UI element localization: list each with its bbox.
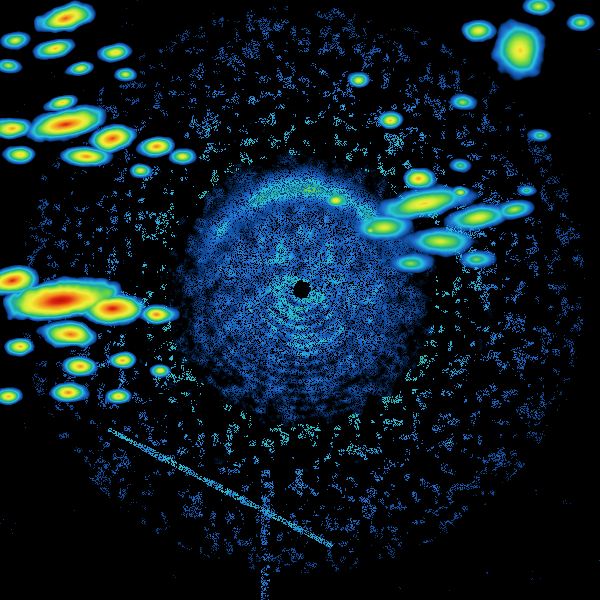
radar-reflectivity-canvas[interactable] xyxy=(0,0,600,600)
radar-display[interactable] xyxy=(0,0,600,600)
